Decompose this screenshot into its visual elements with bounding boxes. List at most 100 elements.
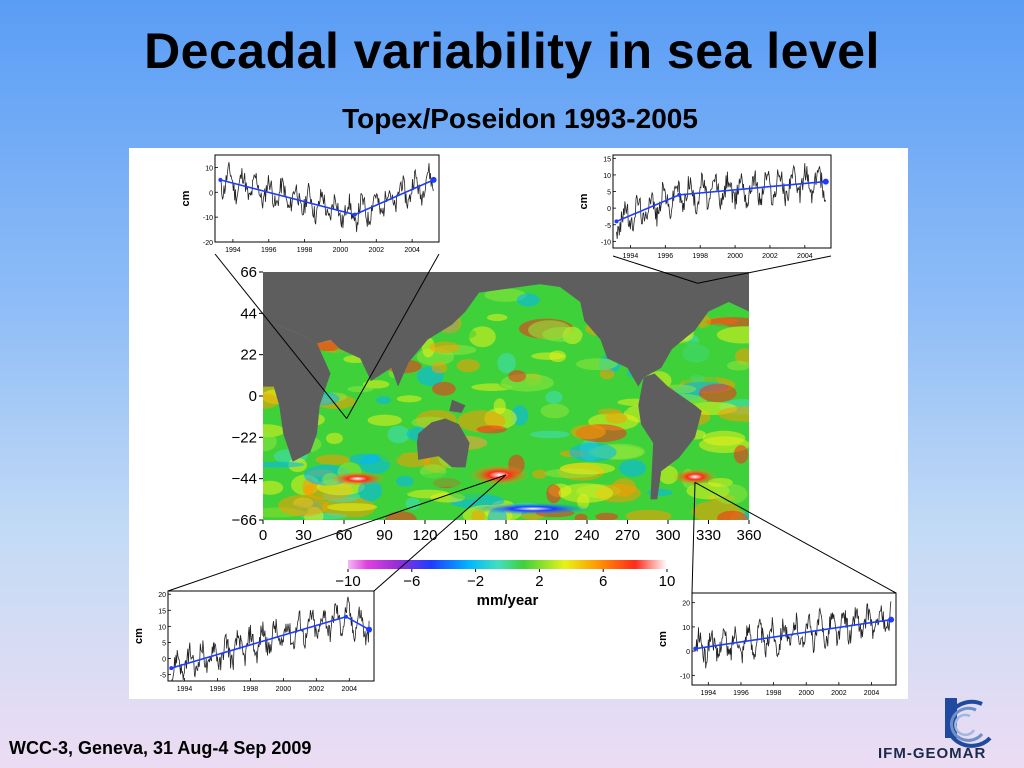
x-tick-label: 300 (655, 527, 680, 544)
inset-trend-point (888, 616, 895, 623)
field-blob (429, 341, 460, 354)
land-mass (263, 272, 547, 387)
field-blob (347, 385, 374, 393)
inset-x-tick-label: 1996 (658, 253, 674, 260)
figure-panel: 0 30 60 90 120 150 180 210 240 270 300 330 360 66 44 22… (129, 148, 908, 699)
x-tick-label: 240 (574, 527, 599, 544)
field-blob (362, 380, 390, 389)
inset-x-tick-label: 2002 (368, 247, 384, 254)
field-blob (670, 341, 715, 362)
inset-ylabel: cm (657, 631, 669, 647)
colorbar-tick-label: 2 (535, 573, 543, 590)
field-blob (367, 414, 403, 426)
inset-y-tick-label: -10 (203, 215, 213, 222)
inset-ylabel: cm (133, 628, 145, 644)
inset-x-tick-label: 1998 (766, 690, 782, 697)
field-blob (698, 383, 737, 403)
inset-y-tick-label: 0 (209, 190, 213, 197)
connector-line (612, 255, 698, 284)
inset-y-tick-label: 5 (607, 190, 611, 197)
field-blob (599, 368, 615, 380)
inset-chart-top-right: 15 10 5 0 -5 -10 1994 1996 1998 2000 2002 2004 cm (578, 154, 832, 260)
x-tick-label: 180 (493, 527, 518, 544)
field-blob (530, 430, 570, 439)
connector-line (214, 253, 348, 419)
inset-x-tick-label: 2004 (797, 253, 813, 260)
y-tick-label: 0 (249, 388, 257, 405)
field-blob (658, 465, 679, 485)
connector-line (691, 482, 696, 594)
field-feature (473, 502, 593, 515)
inset-x-tick-label: 2002 (309, 686, 325, 693)
inset-y-tick-label: 5 (162, 640, 166, 647)
field-blob (508, 370, 527, 383)
inset-x-tick-label: 1996 (261, 247, 277, 254)
inset-y-tick-label: 15 (158, 608, 166, 615)
inset-x-tick-label: 1998 (297, 247, 313, 254)
inset-x-tick-label: 1994 (701, 690, 717, 697)
inset-x-tick-label: 1994 (177, 686, 193, 693)
inset-trend-point (169, 666, 174, 671)
inset-x-tick-label: 2004 (864, 690, 880, 697)
x-tick-label: 330 (696, 527, 721, 544)
field-blob (580, 380, 603, 391)
inset-x-tick-label: 1994 (225, 247, 241, 254)
colorbar-strip (348, 560, 667, 569)
inset-x-tick-label: 1996 (210, 686, 226, 693)
inset-y-tick-label: 10 (682, 625, 690, 632)
inset-y-tick-label: -10 (680, 673, 690, 680)
field-blob (570, 424, 606, 440)
field-blob (546, 484, 562, 504)
figure-svg: 0 30 60 90 120 150 180 210 240 270 300 330 360664422… (133, 154, 897, 697)
field-blob (559, 462, 616, 475)
inset-frame (214, 154, 440, 243)
inset-frame (691, 592, 897, 686)
inset-trend-line (695, 618, 892, 650)
colorbar-tick-label: −10 (335, 573, 360, 590)
field-blob (315, 454, 350, 465)
inset-series-line (220, 162, 434, 233)
x-tick-label: 60 (336, 527, 353, 544)
inset-trend-point (693, 646, 698, 651)
field-blob (412, 473, 468, 487)
y-tick-label: 22 (240, 347, 257, 364)
inset-x-tick-label: 2000 (727, 253, 743, 260)
field-blob (595, 512, 619, 520)
field-blob (447, 483, 486, 500)
field-blob (717, 406, 749, 422)
field-blob (387, 425, 410, 444)
x-tick-label: 210 (534, 527, 559, 544)
field-feature (469, 464, 530, 485)
x-tick-label: 270 (615, 527, 640, 544)
inset-x-tick-label: 2004 (341, 686, 357, 693)
inset-y-tick-label: 20 (158, 592, 166, 599)
colorbar-label: mm/year (477, 592, 539, 609)
y-tick-label: 66 (240, 264, 257, 281)
field-blob (618, 459, 647, 477)
field-blob (478, 298, 496, 313)
field-blob (471, 510, 485, 520)
field-blob (326, 503, 378, 512)
inset-y-tick-label: 20 (682, 601, 690, 608)
y-tick-label: −22 (232, 429, 257, 446)
field-blob (468, 326, 496, 348)
inset-y-tick-label: -20 (203, 240, 213, 247)
field-blob (702, 430, 746, 446)
inset-series-line (171, 596, 370, 681)
colorbar-tick-label: −2 (467, 573, 484, 590)
field-blob (716, 326, 749, 344)
land-mass (263, 320, 331, 462)
connector-line (697, 255, 832, 284)
field-blob (484, 288, 527, 302)
inset-y-tick-label: -5 (605, 223, 611, 230)
field-blob (263, 461, 305, 468)
colorbar-tick-label: −6 (403, 573, 420, 590)
inset-x-tick-label: 1998 (243, 686, 259, 693)
inset-y-tick-label: 10 (158, 624, 166, 631)
ifm-geomar-logo (945, 698, 992, 748)
inset-x-tick-label: 1994 (623, 253, 639, 260)
connector-line (373, 474, 507, 592)
field-blob (549, 350, 567, 363)
inset-chart-top-left: 10 0 -10 -20 1994 1996 1998 2000 2002 2004 cm (180, 154, 440, 254)
inset-series-line (694, 601, 892, 669)
